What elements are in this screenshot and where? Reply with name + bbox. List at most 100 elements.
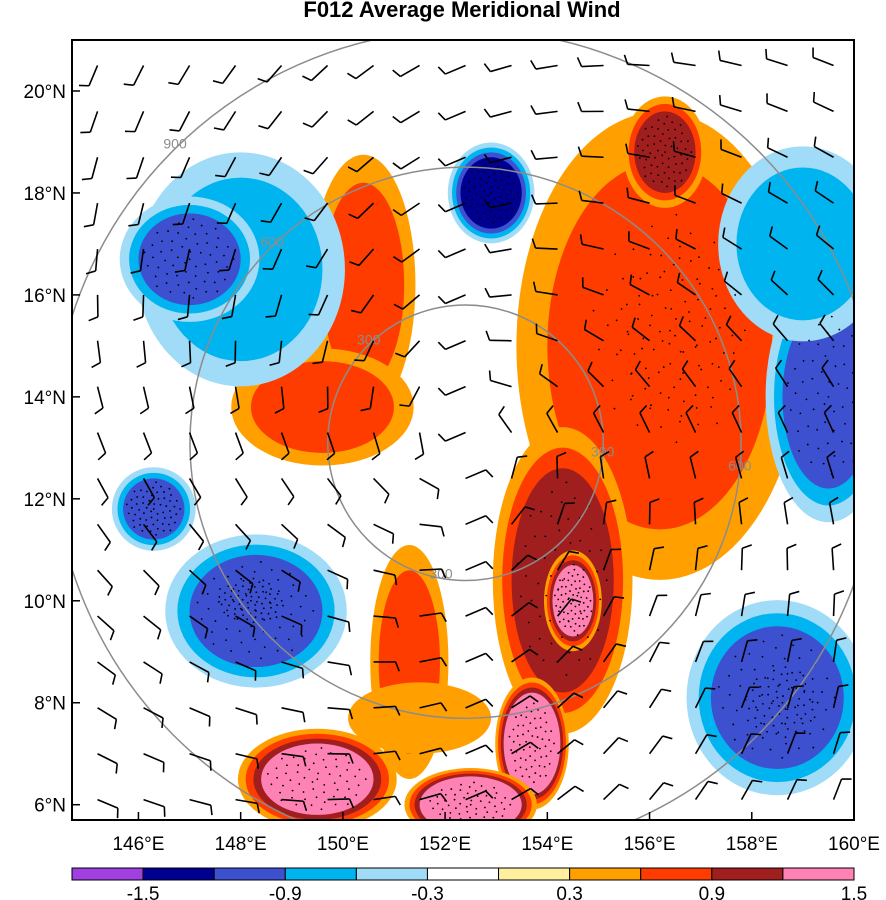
wind-barb-flag xyxy=(722,227,726,238)
wind-barb-shaft xyxy=(581,64,604,68)
stipple-dot xyxy=(165,282,168,284)
wind-barb-shaft xyxy=(235,707,257,716)
stipple-dot xyxy=(463,796,465,799)
stipple-dot xyxy=(458,812,461,815)
stipple-dot xyxy=(469,816,471,819)
stipple-dot xyxy=(270,568,273,571)
wind-barb-shaft xyxy=(740,780,754,801)
stipple-dot xyxy=(295,803,298,806)
stipple-dot xyxy=(812,746,815,749)
wind-barb-shaft xyxy=(674,150,696,159)
wind-barb-shaft xyxy=(546,412,559,433)
stipple-dot xyxy=(588,586,591,589)
stipple-dot xyxy=(811,708,814,711)
stipple-dot xyxy=(495,810,498,813)
stipple-dot xyxy=(163,517,166,519)
wind-barb-shaft xyxy=(602,783,620,801)
stipple-dot xyxy=(734,294,737,296)
wind-barb-flag xyxy=(394,661,400,672)
stipple-dot xyxy=(674,334,677,337)
stipple-dot xyxy=(811,377,814,380)
stipple-dot xyxy=(289,779,292,782)
wind-barb-shaft xyxy=(178,111,191,132)
wind-barb-shaft xyxy=(766,102,788,113)
stipple-dot xyxy=(534,772,537,774)
wind-barb-flag xyxy=(766,137,770,148)
stipple-dot xyxy=(276,604,279,607)
wind-barb-shaft xyxy=(142,569,160,587)
stipple-dot xyxy=(537,582,540,585)
stipple-dot xyxy=(261,617,264,620)
stipple-dot xyxy=(339,774,342,777)
stipple-dot xyxy=(217,270,220,273)
stipple-dot xyxy=(768,707,771,710)
wind-barb-shaft xyxy=(465,515,487,526)
wind-barb-flag xyxy=(826,450,836,459)
wind-barb-flag xyxy=(218,269,230,272)
stipple-dot xyxy=(163,497,166,500)
stipple-dot xyxy=(589,657,592,660)
stipple-dot xyxy=(784,722,787,725)
stipple-dot xyxy=(236,618,239,620)
stipple-dot xyxy=(525,768,528,771)
stipple-dot xyxy=(205,232,208,235)
wind-barb-shaft xyxy=(143,707,164,719)
wind-barb-shaft xyxy=(587,370,605,388)
stipple-dot xyxy=(653,135,656,138)
stipple-dot xyxy=(357,784,360,787)
wind-barb-flag xyxy=(527,554,538,561)
stipple-dot xyxy=(803,730,806,733)
wind-barb-shaft xyxy=(235,752,258,760)
stipple-dot xyxy=(203,280,206,283)
wind-barb-shaft xyxy=(372,432,381,454)
wind-barb-shaft xyxy=(97,753,118,765)
wind-barb-shaft xyxy=(511,741,531,755)
wind-barb-shaft xyxy=(766,58,788,67)
wind-barb-shaft xyxy=(694,687,706,709)
stipple-dot xyxy=(578,658,581,661)
stipple-dot xyxy=(233,617,236,620)
stipple-dot xyxy=(673,155,676,158)
y-tick-label: 20°N xyxy=(24,82,66,103)
stipple-dot xyxy=(230,595,232,598)
wind-barb-shaft xyxy=(186,294,191,317)
stipple-dot xyxy=(579,587,581,590)
stipple-dot xyxy=(582,576,585,578)
wind-barb-flag xyxy=(485,515,494,524)
wind-barb-flag xyxy=(394,706,401,716)
stipple-dot xyxy=(234,584,237,587)
stipple-dot xyxy=(364,778,367,781)
stipple-dot xyxy=(227,575,229,578)
stipple-dot xyxy=(582,617,584,620)
stipple-dot xyxy=(473,178,476,180)
stipple-dot xyxy=(709,308,712,310)
stipple-dot xyxy=(522,724,525,727)
stipple-dot xyxy=(666,185,669,188)
stipple-dot xyxy=(304,595,307,597)
wind-barb-flag xyxy=(524,506,535,511)
stipple-dot xyxy=(226,245,229,248)
wind-barb-shaft xyxy=(177,65,191,85)
wind-barb-shaft xyxy=(490,64,512,73)
wind-barb-flag xyxy=(747,638,758,642)
wind-barb-flag xyxy=(728,359,736,369)
stipple-dot xyxy=(720,379,722,382)
stipple-dot xyxy=(794,392,797,395)
stipple-dot xyxy=(156,527,159,530)
stipple-dot xyxy=(810,461,813,464)
stipple-dot xyxy=(320,808,323,811)
stipple-dot xyxy=(842,345,845,347)
stipple-dot xyxy=(696,278,699,281)
stipple-dot xyxy=(175,513,178,516)
stipple-dot xyxy=(494,215,497,217)
stipple-dot xyxy=(291,789,294,792)
wind-barb-shaft xyxy=(582,286,604,296)
stipple-dot xyxy=(573,497,576,500)
wind-barb-flag xyxy=(394,617,400,628)
stipple-dot xyxy=(803,704,805,707)
wind-barb-shaft xyxy=(355,110,375,126)
stipple-dot xyxy=(485,822,487,824)
stipple-dot xyxy=(698,282,701,285)
stipple-dot xyxy=(316,778,319,781)
wind-barb-shaft xyxy=(189,707,211,718)
